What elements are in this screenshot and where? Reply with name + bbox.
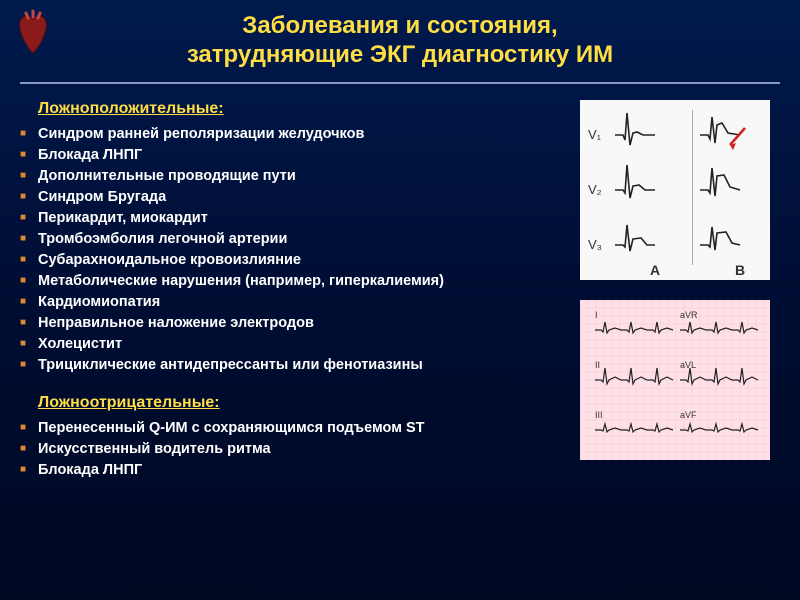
svg-text:III: III [595, 410, 603, 420]
svg-text:II: II [595, 360, 600, 370]
list-item: Неправильное наложение электродов [20, 313, 570, 334]
list-item: Дополнительные проводящие пути [20, 166, 570, 187]
svg-text:B: B [735, 262, 745, 278]
list-item: Перенесенный Q-ИМ с сохраняющимся подъем… [20, 418, 570, 439]
list-item: Холецистит [20, 334, 570, 355]
false-positive-list: Синдром ранней реполяризации желудочков … [20, 124, 570, 376]
section-header-false-positive: Ложноположительные: [38, 100, 570, 118]
section-header-false-negative: Ложноотрицательные: [38, 394, 570, 412]
heart-anatomy-icon [8, 8, 58, 58]
list-item: Искусственный водитель ритма [20, 439, 570, 460]
list-item: Метаболические нарушения (например, гипе… [20, 271, 570, 292]
title-line-1: Заболевания и состояния, [60, 12, 740, 41]
list-item: Тромбоэмболия легочной артерии [20, 229, 570, 250]
slide-title: Заболевания и состояния, затрудняющие ЭК… [0, 0, 800, 78]
false-negative-list: Перенесенный Q-ИМ с сохраняющимся подъем… [20, 418, 570, 481]
title-divider [20, 82, 780, 84]
svg-text:V₁: V₁ [588, 127, 602, 142]
ecg-12lead-panel: IIIIIIaVRaVLaVF [580, 300, 770, 460]
list-item: Субарахноидальное кровоизлияние [20, 250, 570, 271]
svg-text:aVL: aVL [680, 360, 696, 370]
title-line-2: затрудняющие ЭКГ диагностику ИМ [60, 41, 740, 70]
text-column: Ложноположительные: Синдром ранней репол… [20, 100, 580, 499]
svg-text:V₃: V₃ [588, 237, 602, 252]
list-item: Перикардит, миокардит [20, 208, 570, 229]
svg-text:I: I [595, 310, 598, 320]
list-item: Трициклические антидепрессанты или фенот… [20, 355, 570, 376]
list-item: Синдром Бругада [20, 187, 570, 208]
list-item: Кардиомиопатия [20, 292, 570, 313]
svg-text:A: A [650, 262, 660, 278]
ecg-brugada-panel: V₁ V₂ V₃ A B [580, 100, 770, 280]
list-item: Блокада ЛНПГ [20, 460, 570, 481]
list-item: Блокада ЛНПГ [20, 145, 570, 166]
ecg-column: V₁V₂V₃AB IIIIIIaVRaVLaVF [580, 100, 780, 499]
svg-text:aVR: aVR [680, 310, 698, 320]
svg-text:V₂: V₂ [588, 182, 602, 197]
svg-text:aVF: aVF [680, 410, 697, 420]
list-item: Синдром ранней реполяризации желудочков [20, 124, 570, 145]
